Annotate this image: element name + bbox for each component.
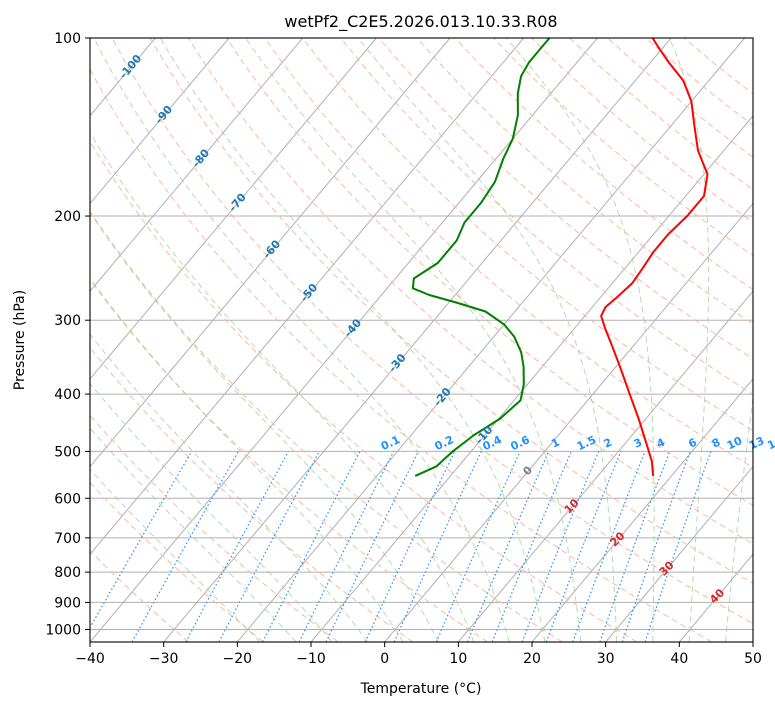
mixing-ratio-label: 13 [747, 434, 766, 452]
isotherm-line [90, 38, 377, 380]
moist-adiabat-line [90, 277, 404, 642]
moist-adiabat-line [159, 38, 546, 642]
mixing-ratio-line [521, 451, 600, 642]
moist-adiabat-line [90, 382, 333, 642]
x-axis-label: Temperature (°C) [360, 681, 482, 697]
mixing-ratio-line [298, 451, 395, 642]
y-tick-label: 600 [54, 491, 81, 507]
moist-adiabat-line [90, 333, 369, 642]
background-lines [90, 38, 753, 642]
isotherm-line [90, 38, 230, 205]
moist-adiabat-line [245, 38, 582, 642]
x-tick-label: 50 [744, 651, 762, 667]
moist-adiabat-line [93, 38, 510, 642]
isotherm-line [384, 202, 753, 642]
isotherm-line [236, 38, 746, 642]
isotherm-line [90, 38, 451, 468]
x-tick-label: 30 [597, 651, 615, 667]
plot-frame [89, 37, 754, 643]
dry-adiabat-line [187, 38, 753, 545]
x-tick-label: −30 [149, 651, 179, 667]
mixing-ratio-line [491, 451, 572, 642]
temperature-profile-line [600, 38, 709, 476]
chart-title: wetPf2_C2E5.2026.013.10.33.R08 [284, 12, 557, 32]
mixing-ratio-line [185, 451, 290, 642]
x-tick-label: 0 [380, 651, 389, 667]
dry-adiabat-line [111, 38, 753, 625]
dry-adiabat-line [149, 38, 753, 584]
dry-adiabat-line [378, 38, 753, 360]
isotherm-line [457, 290, 753, 642]
y-axis-label: Pressure (hPa) [12, 290, 28, 390]
mixing-ratio-line [599, 451, 671, 642]
y-tick-label: 400 [54, 387, 81, 403]
mixing-ratio-line [435, 451, 521, 642]
mixing-ratio-line [621, 451, 691, 642]
x-tick-label: 40 [670, 651, 688, 667]
y-tick-label: 100 [54, 31, 81, 47]
y-axis: 100 200 300 400 500 600 700 800 900 1000 [45, 31, 90, 638]
y-tick-label: 300 [54, 313, 81, 329]
x-axis: −40 −30 −20 −10 0 10 20 30 40 50 [75, 642, 762, 667]
dry-adiabat-line [90, 140, 638, 642]
mixing-ratio-line [644, 451, 712, 642]
plot-area: -100-90-80-70-60-50-40-30-20-100.1 0.2 0.4… [89, 37, 775, 643]
isotherm-line [531, 378, 753, 642]
isotherm-line [90, 38, 304, 292]
isotherm-line [163, 38, 672, 642]
mixing-ratio-line [262, 451, 361, 642]
mixing-ratio-line [545, 451, 622, 642]
y-tick-label: 1000 [45, 622, 81, 638]
x-tick-label: 10 [449, 651, 467, 667]
dry-adiabat-line [90, 346, 414, 642]
dewpoint-profile-line [411, 38, 551, 477]
dry-adiabat-line [90, 279, 488, 642]
dry-adiabat-line [416, 38, 753, 325]
y-tick-label: 800 [54, 565, 81, 581]
mixing-ratio-line [466, 451, 550, 642]
y-tick-label: 200 [54, 209, 81, 225]
y-tick-label: 500 [54, 444, 81, 460]
moist-adiabat-line [506, 38, 655, 642]
isotherm-line [90, 38, 525, 556]
x-tick-label: −10 [296, 651, 326, 667]
mixing-ratio-label: 10 [725, 434, 745, 452]
mixing-ratio-line [393, 451, 482, 642]
x-tick-label: −40 [75, 651, 105, 667]
y-tick-label: 700 [54, 531, 81, 547]
x-tick-label: −20 [223, 651, 253, 667]
isotherm-line [605, 465, 753, 642]
dry-adiabat-line [90, 68, 712, 642]
y-tick-label: 900 [54, 595, 81, 611]
moist-adiabat-line [668, 38, 710, 642]
data-lines [411, 38, 709, 477]
dry-adiabat-line [90, 549, 190, 642]
mixing-ratio-line [572, 451, 646, 642]
x-tick-label: 20 [523, 651, 541, 667]
mixing-ratio-line [131, 451, 240, 642]
moist-adiabat-line [90, 211, 439, 642]
moist-adiabat-line [90, 131, 475, 642]
mixing-ratio-label: 16 [765, 434, 775, 452]
dry-adiabat-line [225, 38, 753, 506]
moist-adiabat-line [725, 394, 753, 642]
dry-adiabat-line [454, 38, 753, 291]
